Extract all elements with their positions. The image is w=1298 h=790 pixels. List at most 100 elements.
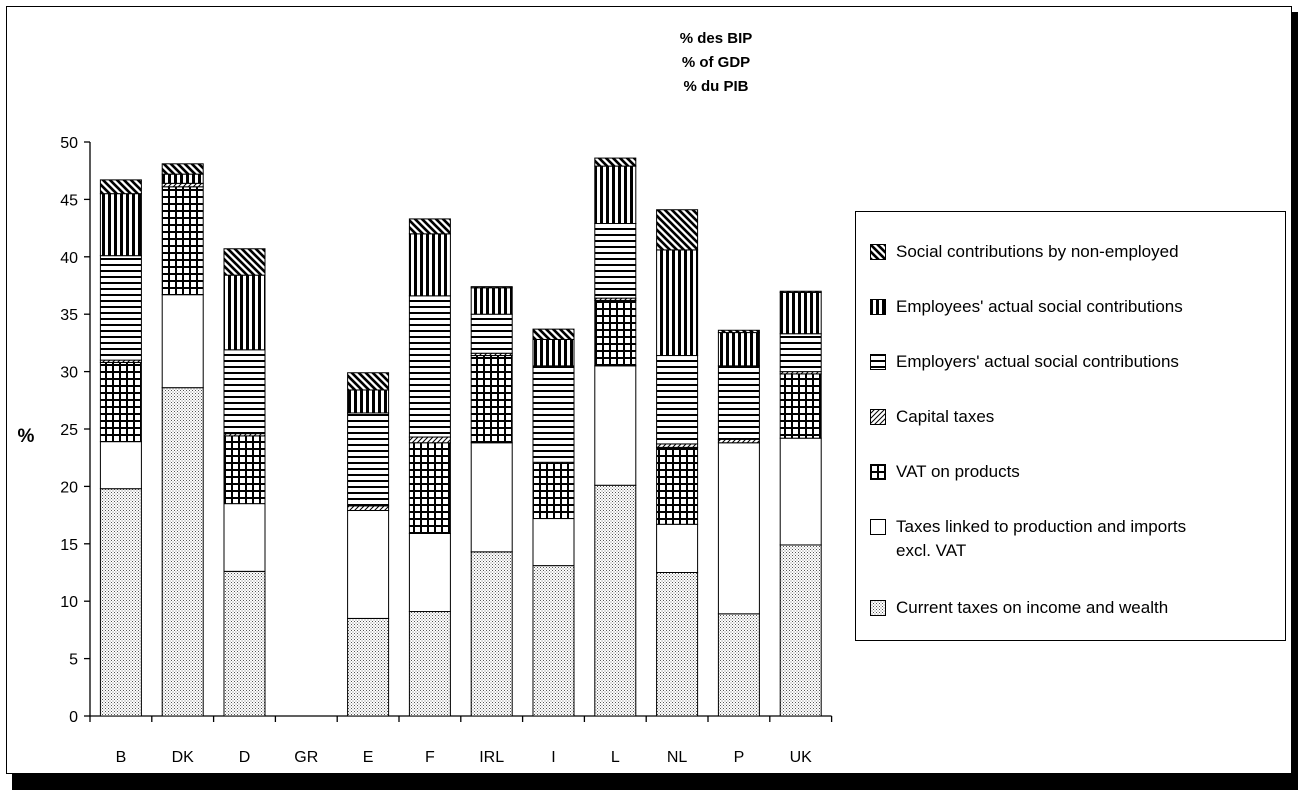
bar-segment — [779, 333, 822, 373]
frame-shadow-right — [1292, 12, 1298, 790]
legend-swatch — [870, 519, 886, 535]
y-tick-label: 20 — [60, 479, 78, 496]
bar-segment — [347, 617, 390, 717]
legend-label: Employees' actual social contributions — [896, 297, 1183, 316]
bar-segment — [347, 510, 390, 619]
bar-segment — [99, 193, 142, 257]
title-line: % of GDP — [682, 54, 750, 71]
bar-segment — [470, 551, 513, 717]
bar-segment — [532, 328, 575, 340]
bar-segment — [408, 233, 451, 297]
bar-segment — [99, 255, 142, 361]
bar-segment — [532, 365, 575, 463]
legend-swatch — [870, 299, 886, 315]
y-tick-label: 10 — [60, 594, 78, 611]
bar-segment — [161, 182, 204, 188]
bar-segment — [717, 365, 760, 440]
x-axis: B DK D GR E F IRL I L NL P UK — [89, 715, 833, 766]
bar-segment — [161, 387, 204, 717]
bar-segment — [656, 572, 699, 717]
x-tick-label: DK — [172, 749, 195, 766]
x-tick-label: I — [551, 749, 555, 766]
bar-segment — [347, 505, 390, 512]
bar-segment — [223, 503, 266, 572]
bar-segment — [99, 179, 142, 195]
legend-item: Taxes linked to production and imports ex… — [870, 515, 1256, 563]
y-tick-label: 25 — [60, 422, 78, 439]
bar-segment — [408, 436, 451, 444]
bar-segment — [656, 209, 699, 251]
bar-segment — [532, 565, 575, 717]
chart-title: % des BIP % of GDP % du PIB — [680, 30, 753, 95]
legend-item: Employees' actual social contributions — [870, 295, 1256, 319]
x-tick-label: F — [425, 749, 435, 766]
bar-segment — [594, 157, 637, 167]
x-tick-label: IRL — [479, 749, 504, 766]
bar-segment — [99, 488, 142, 717]
x-tick-label: UK — [790, 749, 813, 766]
x-tick-label: P — [734, 749, 745, 766]
bar-segment — [408, 611, 451, 717]
bar-segment — [717, 442, 760, 615]
bar-segment — [408, 442, 451, 534]
x-tick-label: D — [239, 749, 251, 766]
y-axis: 0 5 10 15 20 25 30 35 40 45 50% — [18, 135, 91, 726]
bar-segment — [656, 446, 699, 525]
bar-segment — [408, 532, 451, 613]
legend-label: VAT on products — [896, 462, 1020, 481]
bar-segment — [223, 274, 266, 351]
legend-swatch — [870, 244, 886, 260]
bar-segment — [717, 613, 760, 717]
legend-label: Taxes linked to production and imports ex… — [896, 517, 1187, 560]
x-tick-label: E — [363, 749, 374, 766]
legend: Social contributions by non-employed Empl… — [855, 211, 1286, 641]
bar-segment — [656, 249, 699, 357]
bar-segment — [99, 361, 142, 443]
bar-segment — [656, 523, 699, 573]
legend-label: Current taxes on income and wealth — [896, 598, 1169, 617]
bar-segment — [470, 442, 513, 553]
legend-item: Capital taxes — [870, 405, 1256, 429]
bar-segment — [779, 544, 822, 717]
bar-segment — [161, 186, 204, 296]
legend-swatch — [870, 354, 886, 370]
legend-swatch — [870, 409, 886, 425]
legend-label: Employers' actual social contributions — [896, 352, 1179, 371]
legend-swatch — [870, 600, 886, 616]
x-tick-label: L — [611, 749, 620, 766]
x-tick-label: GR — [294, 749, 318, 766]
x-tick-label: NL — [667, 749, 688, 766]
bar-segment — [532, 462, 575, 520]
bar-segment — [656, 443, 699, 448]
bar-segment — [223, 349, 266, 435]
bar-segment — [161, 294, 204, 389]
bar-segment — [347, 389, 390, 414]
bar-segment — [347, 412, 390, 507]
y-tick-label: 45 — [60, 192, 78, 209]
bars — [99, 157, 822, 717]
bar-segment — [99, 441, 142, 490]
bar-segment — [717, 438, 760, 444]
bar-segment — [594, 223, 637, 299]
y-tick-label: 0 — [69, 709, 78, 726]
frame-shadow-bottom — [12, 774, 1298, 790]
y-tick-label: 15 — [60, 537, 78, 554]
bar-segment — [717, 329, 760, 334]
title-line: % des BIP — [680, 30, 753, 47]
bar-segment — [594, 365, 637, 486]
y-tick-label: 40 — [60, 250, 78, 267]
bar-segment — [532, 338, 575, 367]
legend-label: Social contributions by non-employed — [896, 242, 1179, 261]
bar-segment — [223, 435, 266, 505]
bar-segment — [779, 290, 822, 293]
legend-item: Social contributions by non-employed — [870, 240, 1256, 264]
y-tick-label: 5 — [69, 652, 78, 669]
bar-segment — [779, 291, 822, 335]
title-line: % du PIB — [683, 78, 748, 95]
bar-segment — [779, 373, 822, 439]
bar-segment — [161, 163, 204, 175]
bar-segment — [717, 332, 760, 367]
bar-segment — [223, 570, 266, 717]
bar-segment — [470, 355, 513, 444]
